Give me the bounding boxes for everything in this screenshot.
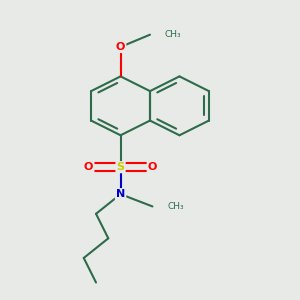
- Text: S: S: [117, 162, 124, 172]
- Text: CH₃: CH₃: [167, 202, 184, 211]
- Text: N: N: [116, 189, 125, 199]
- Text: O: O: [116, 42, 125, 52]
- Text: O: O: [84, 162, 93, 172]
- Text: O: O: [148, 162, 157, 172]
- Text: CH₃: CH₃: [165, 30, 181, 39]
